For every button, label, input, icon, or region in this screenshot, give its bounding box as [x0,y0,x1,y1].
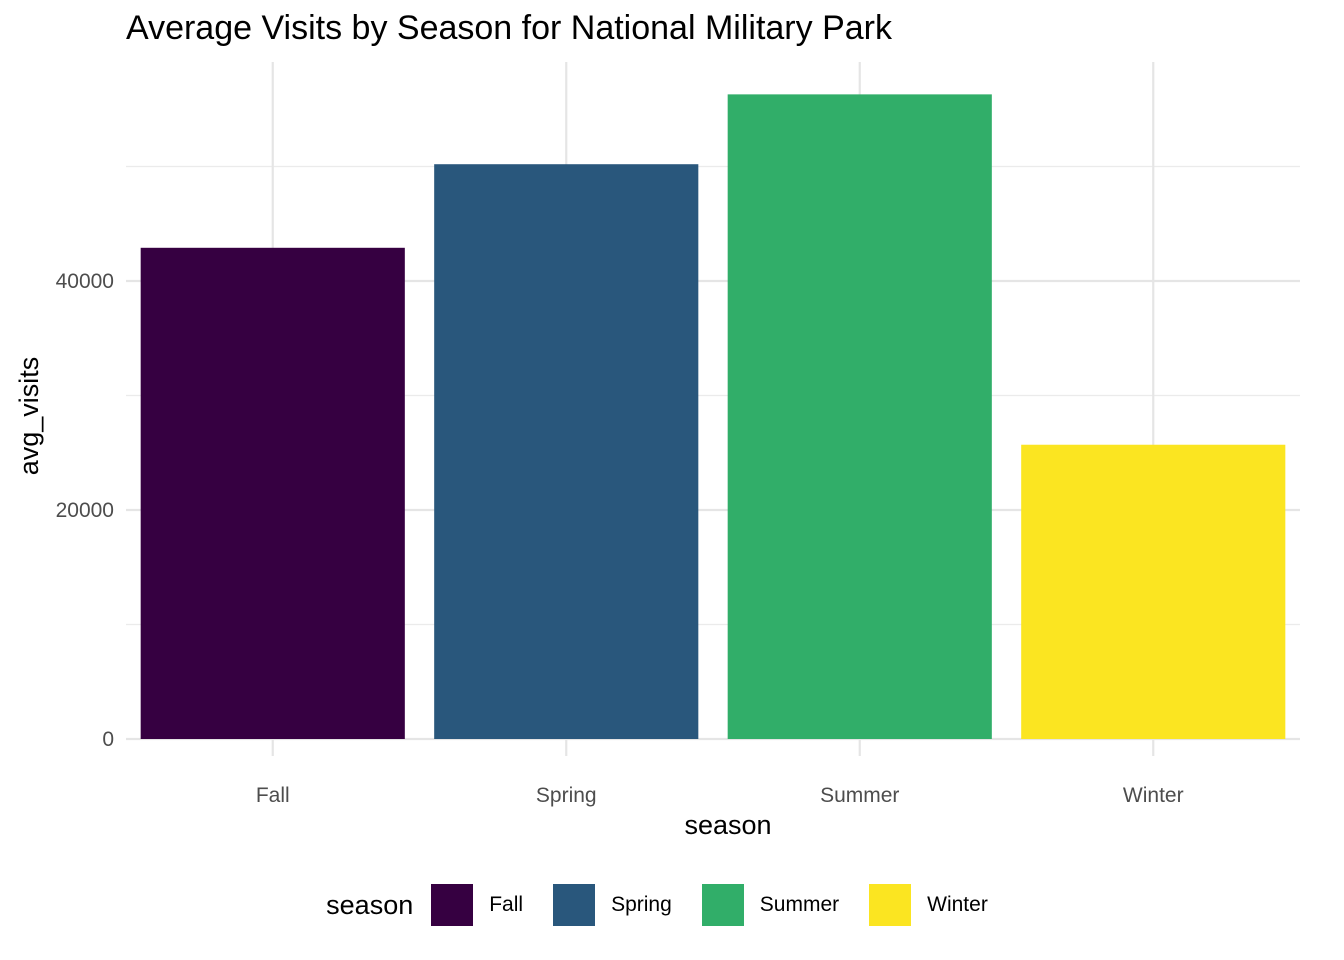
bar-fall [140,247,405,740]
y-tick-label: 20000 [56,499,114,522]
legend-item-summer: Summer [701,884,840,926]
bar-layer [140,94,1286,740]
x-tick-label: Spring [536,784,597,807]
bar-spring [434,164,699,739]
chart-title: Average Visits by Season for National Mi… [126,9,892,47]
tick-layer: 0 20000 40000 Fall Spring Summer Winter [56,270,1184,807]
legend-key-fall [431,884,474,926]
legend-key-winter [869,884,912,926]
legend-label-winter: Winter [927,893,988,916]
y-axis-title: avg_visits [14,357,44,476]
legend-label-summer: Summer [759,893,840,916]
legend: season Fall Spring Summer Winter [0,884,1344,926]
legend-label-spring: Spring [611,893,672,916]
x-tick-label: Fall [256,784,290,807]
y-tick-label: 0 [102,728,114,751]
x-tick-label: Winter [1123,784,1184,807]
legend-item-winter: Winter [869,884,988,926]
x-tick-label: Summer [820,784,899,807]
x-axis-title: season [684,810,771,840]
legend-key-spring [553,884,596,926]
legend-key-summer [701,884,744,926]
y-tick-label: 40000 [56,270,114,293]
legend-label-fall: Fall [489,893,524,916]
legend-item-fall: Fall [431,884,523,926]
legend-title: season [326,889,414,920]
bar-winter [1021,444,1286,739]
chart-plot: 0 20000 40000 Fall Spring Summer Winter season… [14,62,1300,840]
legend-item-spring: Spring [553,884,672,926]
bar-summer [727,94,992,740]
